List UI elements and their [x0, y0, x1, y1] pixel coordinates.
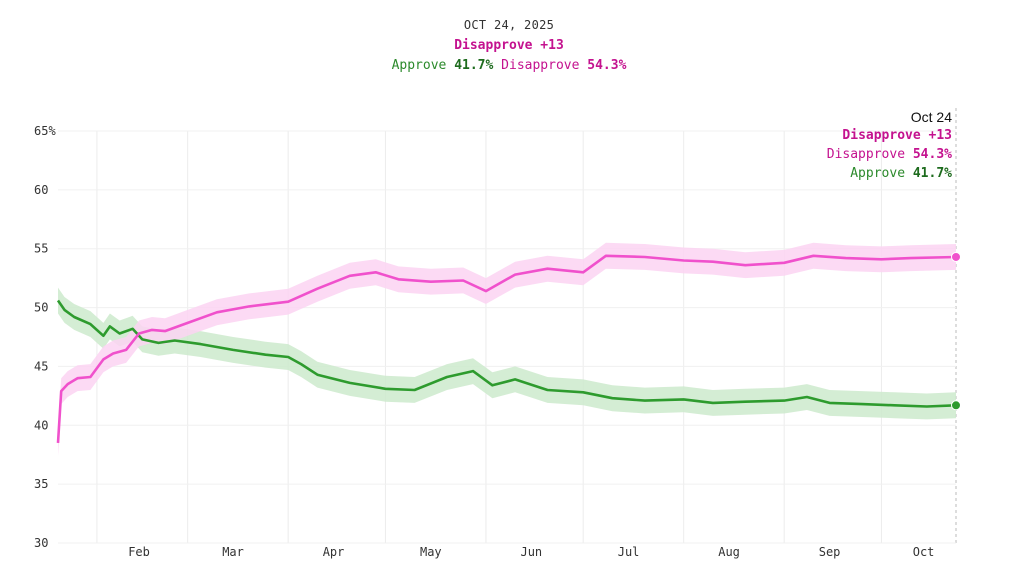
dot-disapprove — [951, 251, 961, 262]
dot-approve — [951, 400, 961, 411]
line-approve — [56, 299, 957, 408]
hover-tooltip: Oct 24 Disapprove +13 Disapprove 54.3% A… — [827, 109, 952, 181]
tooltip-approve-value: 41.7% — [912, 166, 952, 181]
band-disapprove — [58, 242, 956, 456]
line-disapprove — [56, 254, 957, 443]
y-tick-label: 60 — [34, 183, 48, 197]
hover-marker — [951, 251, 961, 411]
x-tick-label: Oct — [913, 545, 935, 559]
band-approve — [58, 287, 956, 420]
y-tick-label: 50 — [34, 301, 48, 315]
tooltip-disapprove-label: Disapprove — [826, 147, 906, 162]
y-tick-label: 55 — [34, 242, 48, 256]
tooltip-disapprove: Disapprove 54.3% — [827, 147, 952, 162]
summary-approve-value: 41.7% — [454, 58, 494, 73]
x-tick-label: May — [420, 545, 442, 559]
x-tick-label: Jun — [520, 545, 542, 559]
x-axis-ticks: Feb Mar Apr May Jun Jul Aug Sep Oct — [128, 545, 934, 559]
x-tick-label: Feb — [128, 545, 150, 559]
uncertainty-bands — [58, 242, 956, 456]
x-tick-label: Sep — [819, 545, 841, 559]
summary-date: OCT 24, 2025 — [463, 18, 555, 32]
summary-disapprove-value: 54.3% — [587, 58, 627, 73]
summary-values: Approve 41.7% Disapprove 54.3% — [0, 58, 1018, 73]
y-tick-label: 45 — [34, 359, 48, 373]
y-axis-ticks: 65% 60 55 50 45 40 35 30 — [34, 124, 56, 550]
tooltip-approve-label: Approve — [850, 166, 906, 181]
y-tick-label: 35 — [34, 477, 48, 491]
y-tick-label: 30 — [34, 536, 48, 550]
x-tick-label: Apr — [323, 545, 345, 559]
x-tick-label: Aug — [718, 545, 740, 559]
series-lines — [56, 254, 957, 443]
tooltip-approve: Approve 41.7% — [827, 166, 952, 181]
tooltip-date: Oct 24 — [910, 109, 952, 125]
top-summary: OCT 24, 2025 Disapprove +13 Approve 41.7… — [0, 18, 1018, 73]
vertical-gridlines — [96, 108, 957, 543]
tooltip-margin: Disapprove +13 — [842, 128, 952, 143]
x-tick-label: Mar — [222, 545, 244, 559]
y-tick-label: 65% — [34, 124, 56, 138]
y-tick-label: 40 — [34, 418, 48, 432]
x-tick-label: Jul — [618, 545, 640, 559]
summary-disapprove-label: Disapprove — [501, 58, 580, 73]
tooltip-disapprove-value: 54.3% — [912, 147, 952, 162]
summary-margin: Disapprove +13 — [454, 38, 564, 53]
summary-approve-label: Approve — [391, 58, 447, 73]
